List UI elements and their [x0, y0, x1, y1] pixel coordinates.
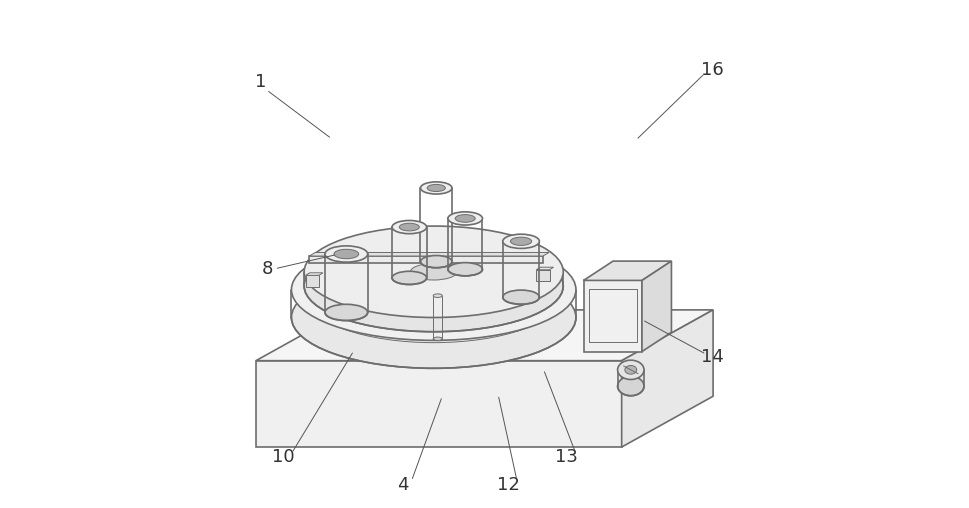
Ellipse shape: [448, 263, 483, 276]
Ellipse shape: [427, 184, 446, 192]
Polygon shape: [536, 270, 549, 281]
Text: 12: 12: [497, 476, 520, 494]
Text: 4: 4: [397, 476, 409, 494]
Ellipse shape: [448, 212, 483, 225]
Ellipse shape: [421, 182, 452, 194]
Ellipse shape: [433, 294, 442, 298]
Polygon shape: [305, 275, 319, 287]
Ellipse shape: [292, 267, 576, 368]
Ellipse shape: [433, 337, 442, 341]
Polygon shape: [305, 273, 323, 275]
Text: 1: 1: [255, 73, 266, 91]
Text: 10: 10: [271, 448, 295, 466]
Ellipse shape: [325, 304, 367, 321]
Ellipse shape: [411, 264, 457, 280]
Polygon shape: [309, 256, 543, 263]
Ellipse shape: [334, 249, 359, 259]
Ellipse shape: [511, 237, 532, 245]
Ellipse shape: [325, 246, 367, 262]
Ellipse shape: [399, 223, 420, 231]
Ellipse shape: [421, 256, 452, 268]
Ellipse shape: [617, 360, 644, 379]
Polygon shape: [256, 361, 622, 447]
Polygon shape: [642, 261, 672, 352]
Ellipse shape: [455, 214, 475, 223]
Ellipse shape: [304, 240, 563, 332]
Ellipse shape: [503, 234, 540, 248]
Text: 16: 16: [701, 61, 724, 79]
Bar: [588, 289, 637, 342]
Polygon shape: [309, 252, 549, 256]
Ellipse shape: [617, 376, 644, 396]
Ellipse shape: [392, 271, 426, 284]
Ellipse shape: [392, 220, 426, 234]
Polygon shape: [583, 261, 672, 280]
Text: 13: 13: [555, 448, 578, 466]
Text: 8: 8: [262, 260, 272, 278]
Ellipse shape: [292, 239, 576, 340]
Polygon shape: [583, 280, 642, 352]
Polygon shape: [256, 310, 713, 361]
Ellipse shape: [304, 226, 563, 318]
Text: 14: 14: [701, 347, 724, 366]
Ellipse shape: [625, 365, 637, 374]
Polygon shape: [622, 310, 713, 447]
Ellipse shape: [503, 290, 540, 304]
Polygon shape: [536, 267, 553, 270]
